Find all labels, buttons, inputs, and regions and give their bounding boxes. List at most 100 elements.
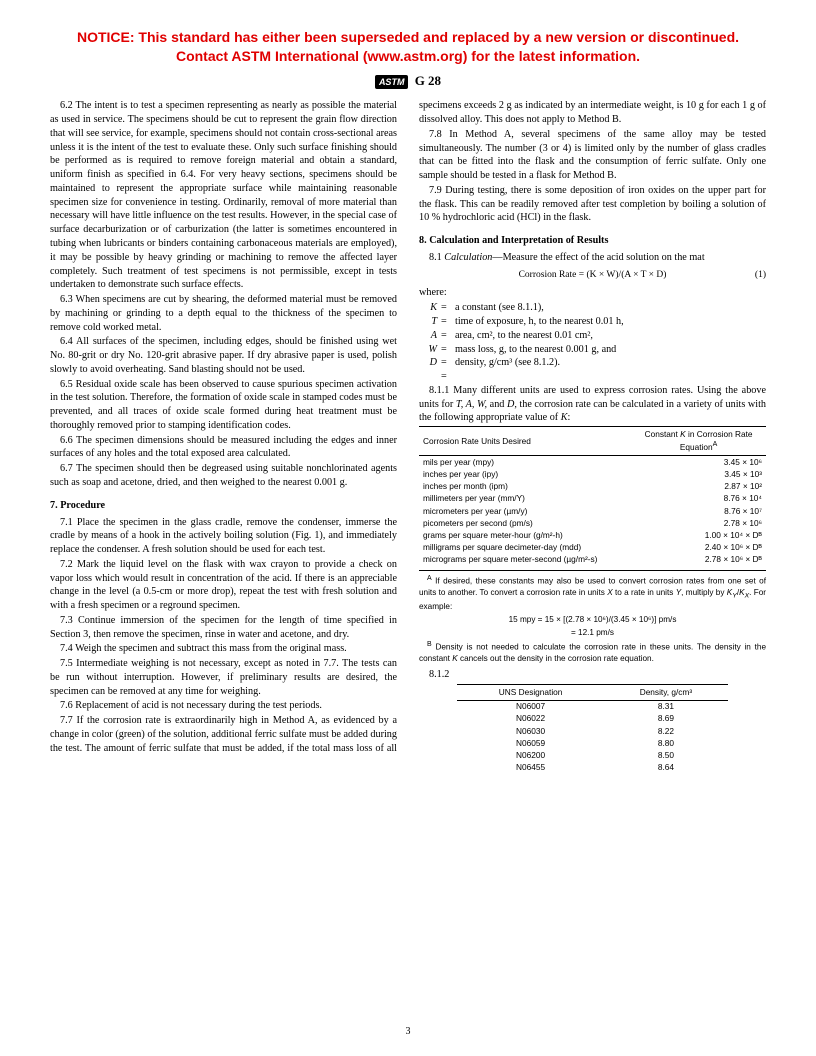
k-cell: 2.40 × 10⁶ × Dᴮ	[631, 542, 766, 554]
para-6-3: 6.3 When specimens are cut by shearing, …	[50, 293, 397, 334]
para-7-3: 7.3 Continue immersion of the specimen f…	[50, 614, 397, 642]
page: NOTICE: This standard has either been su…	[0, 0, 816, 1056]
units-cell: mils per year (mpy)	[419, 456, 631, 469]
doc-id-text: G 28	[415, 73, 441, 88]
footnote-b: B Density is not needed to calculate the…	[419, 640, 766, 664]
units-cell: micrograms per square meter-second (µg/m…	[419, 554, 631, 566]
content-columns: 6.2 The intent is to test a specimen rep…	[50, 99, 766, 773]
units-cell: milligrams per square decimeter-day (mdd…	[419, 542, 631, 554]
def-T: time of exposure, h, to the nearest 0.01…	[455, 315, 766, 329]
units-table: Corrosion Rate Units Desired Constant K …	[419, 426, 766, 566]
units-row: milligrams per square decimeter-day (mdd…	[419, 542, 766, 554]
units-cell: millimeters per year (mm/Y)	[419, 493, 631, 505]
units-cell: inches per month (ipm)	[419, 481, 631, 493]
sym-W: W	[419, 343, 441, 357]
units-row: mils per year (mpy)3.45 × 10⁶	[419, 456, 766, 469]
para-8-1: 8.1 Calculation—Measure the effect of th…	[419, 251, 766, 265]
density-row: N062008.50	[457, 749, 728, 761]
units-cell: micrometers per year (µm/y)	[419, 505, 631, 517]
density-cell: 8.64	[604, 762, 728, 774]
para-7-4: 7.4 Weigh the specimen and subtract this…	[50, 642, 397, 656]
density-row: N060308.22	[457, 725, 728, 737]
astm-logo: ASTM	[375, 75, 409, 89]
para-8-1-rest: —Measure the effect of the acid solution…	[492, 252, 704, 263]
density-cell: 8.69	[604, 713, 728, 725]
sym-D: D	[419, 356, 441, 370]
para-8-1-1: 8.1.1 Many different units are used to e…	[419, 384, 766, 425]
uns-cell: N06059	[457, 737, 604, 749]
k-cell: 3.45 × 10³	[631, 469, 766, 481]
uns-cell: N06200	[457, 749, 604, 761]
density-row: N060598.80	[457, 737, 728, 749]
units-table-h1: Corrosion Rate Units Desired	[419, 427, 631, 456]
k-cell: 8.76 × 10⁷	[631, 505, 766, 517]
notice-banner: NOTICE: This standard has either been su…	[50, 28, 766, 66]
footnote-eq-1: 15 mpy = 15 × [(2.78 × 10⁶)/(3.45 × 10⁶)…	[419, 614, 766, 625]
para-7-2: 7.2 Mark the liquid level on the flask w…	[50, 558, 397, 613]
def-W: mass loss, g, to the nearest 0.001 g, an…	[455, 343, 766, 357]
equation-1: Corrosion Rate = (K × W)/(A × T × D) (1)	[419, 269, 766, 282]
density-cell: 8.22	[604, 725, 728, 737]
units-row: micrograms per square meter-second (µg/m…	[419, 554, 766, 566]
units-row: millimeters per year (mm/Y)8.76 × 10⁴	[419, 493, 766, 505]
k-cell: 3.45 × 10⁶	[631, 456, 766, 469]
sym-K: K	[419, 301, 441, 315]
para-8-1-term: Calculation	[444, 252, 492, 263]
units-cell: grams per square meter-hour (g/m²-h)	[419, 529, 631, 541]
units-row: grams per square meter-hour (g/m²-h)1.00…	[419, 529, 766, 541]
units-table-h2: Constant K in Corrosion RateEquationA	[631, 427, 766, 456]
units-cell: picometers per second (pm/s)	[419, 517, 631, 529]
units-row: micrometers per year (µm/y)8.76 × 10⁷	[419, 505, 766, 517]
page-number: 3	[0, 1025, 816, 1039]
symbol-definitions: K=a constant (see 8.1.1), T=time of expo…	[419, 301, 766, 384]
sym-A: A	[419, 329, 441, 343]
uns-cell: N06022	[457, 713, 604, 725]
def-A: area, cm², to the nearest 0.01 cm²,	[455, 329, 766, 343]
density-row: N060228.69	[457, 713, 728, 725]
para-7-1: 7.1 Place the specimen in the glass crad…	[50, 516, 397, 557]
density-cell: 8.50	[604, 749, 728, 761]
para-7-6: 7.6 Replacement of acid is not necessary…	[50, 699, 397, 713]
para-6-5: 6.5 Residual oxide scale has been observ…	[50, 378, 397, 433]
para-8-1-num: 8.1	[429, 252, 442, 263]
para-7-5: 7.5 Intermediate weighing is not necessa…	[50, 657, 397, 698]
k-cell: 8.76 × 10⁴	[631, 493, 766, 505]
doc-identifier: ASTM G 28	[50, 72, 766, 90]
para-7-8: 7.8 In Method A, several specimens of th…	[419, 128, 766, 183]
density-row: N060078.31	[457, 700, 728, 713]
density-row: N064558.64	[457, 762, 728, 774]
para-6-2: 6.2 The intent is to test a specimen rep…	[50, 99, 397, 292]
section-8-heading: 8. Calculation and Interpretation of Res…	[419, 234, 766, 248]
density-table-h2: Density, g/cm³	[604, 684, 728, 700]
para-8-1-2: 8.1.2	[419, 668, 766, 682]
equation-1-number: (1)	[755, 269, 766, 282]
density-cell: 8.80	[604, 737, 728, 749]
equation-1-body: Corrosion Rate = (K × W)/(A × T × D)	[519, 270, 667, 280]
k-cell: 1.00 × 10⁴ × Dᴮ	[631, 529, 766, 541]
sym-T: T	[419, 315, 441, 329]
footnote-a: A If desired, these constants may also b…	[419, 570, 766, 612]
density-table-h1: UNS Designation	[457, 684, 604, 700]
notice-line-2: Contact ASTM International (www.astm.org…	[176, 48, 640, 64]
notice-line-1: NOTICE: This standard has either been su…	[77, 29, 739, 45]
density-cell: 8.31	[604, 700, 728, 713]
para-6-4: 6.4 All surfaces of the specimen, includ…	[50, 335, 397, 376]
footnote-eq-2: = 12.1 pm/s	[419, 627, 766, 638]
para-6-6: 6.6 The specimen dimensions should be me…	[50, 434, 397, 462]
uns-cell: N06455	[457, 762, 604, 774]
density-table: UNS Designation Density, g/cm³ N060078.3…	[457, 684, 728, 774]
uns-cell: N06030	[457, 725, 604, 737]
k-cell: 2.78 × 10⁶	[631, 517, 766, 529]
section-7-heading: 7. Procedure	[50, 499, 397, 513]
units-row: inches per month (ipm)2.87 × 10²	[419, 481, 766, 493]
k-cell: 2.78 × 10⁶ × Dᴮ	[631, 554, 766, 566]
units-cell: inches per year (ipy)	[419, 469, 631, 481]
units-row: picometers per second (pm/s)2.78 × 10⁶	[419, 517, 766, 529]
para-6-7: 6.7 The specimen should then be degrease…	[50, 462, 397, 490]
k-cell: 2.87 × 10²	[631, 481, 766, 493]
def-D: density, g/cm³ (see 8.1.2).	[455, 356, 766, 370]
units-row: inches per year (ipy)3.45 × 10³	[419, 469, 766, 481]
def-eq-extra: =	[441, 370, 455, 384]
def-K: a constant (see 8.1.1),	[455, 301, 766, 315]
where-label: where:	[419, 286, 766, 300]
